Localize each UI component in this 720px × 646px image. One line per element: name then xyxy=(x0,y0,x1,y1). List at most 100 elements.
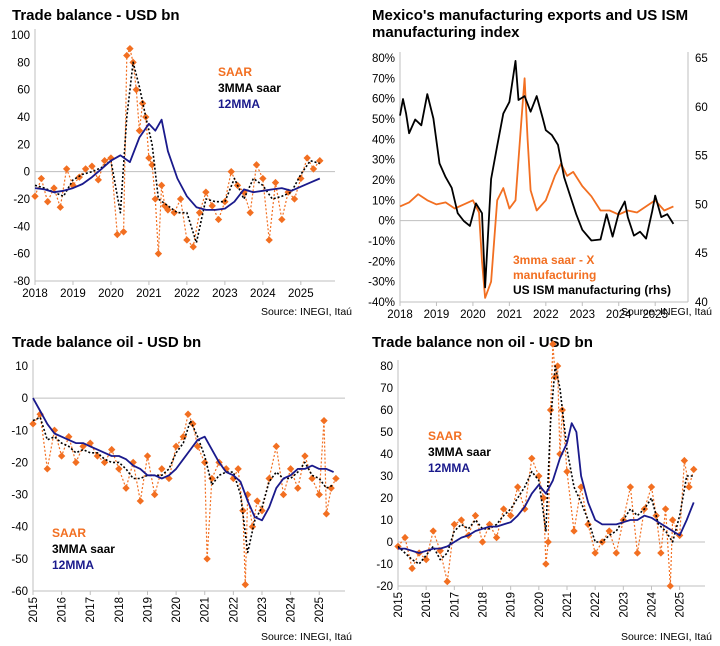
y-tick-label: 30% xyxy=(372,155,395,167)
data-point xyxy=(195,208,204,217)
data-point xyxy=(145,154,153,162)
y-tick-label: 0 xyxy=(387,537,393,549)
y-tick-label: 50% xyxy=(372,114,395,126)
data-point xyxy=(252,161,261,169)
source-note: Source: INEGI, Itaú xyxy=(621,631,712,643)
data-point xyxy=(202,188,210,196)
data-point xyxy=(506,511,515,520)
data-point xyxy=(115,465,123,473)
legend-label: SAAR xyxy=(52,526,86,540)
chart-title: Trade balance non oil - USD bn xyxy=(372,334,593,351)
legend-label: 3MMA saar xyxy=(428,445,491,459)
data-point xyxy=(322,510,331,518)
y-tick-label: 60% xyxy=(372,94,395,106)
x-tick-label: 2018 xyxy=(387,309,413,321)
source-note: Source: INEGI, Itaú xyxy=(621,306,712,318)
data-point xyxy=(278,215,286,224)
data-point xyxy=(62,165,71,173)
data-point xyxy=(546,406,555,414)
data-point xyxy=(271,178,280,187)
data-point xyxy=(668,516,677,524)
data-point xyxy=(272,442,280,451)
y2-tick-label: 40 xyxy=(695,297,708,309)
legend-label: 3MMA saar xyxy=(52,542,115,556)
chart-title: manufacturing index xyxy=(372,24,520,41)
y-tick-label: 50 xyxy=(380,427,393,439)
data-point xyxy=(570,527,578,535)
y-tick-label: -40% xyxy=(368,297,395,309)
y-tick-label: -40 xyxy=(13,221,30,233)
x-tick-label: 2025 xyxy=(642,309,668,321)
legend-label: 12MMA xyxy=(428,461,470,475)
data-point xyxy=(132,85,140,94)
data-point xyxy=(320,416,328,425)
y-tick-label: 40 xyxy=(380,449,393,461)
x-tick-label: 2020 xyxy=(460,309,486,321)
series-line xyxy=(398,422,695,554)
data-point xyxy=(309,165,318,173)
y-tick-label: 70 xyxy=(380,383,393,395)
data-point xyxy=(535,472,543,480)
data-point xyxy=(227,167,235,176)
x-tick-label: 2024 xyxy=(606,309,632,321)
data-point xyxy=(123,51,131,60)
y-tick-label: 10% xyxy=(372,195,395,207)
y-tick-label: 10 xyxy=(15,361,28,373)
y-tick-label: -60 xyxy=(11,586,28,598)
y-tick-label: 100 xyxy=(11,30,30,42)
data-point xyxy=(259,174,267,183)
data-point xyxy=(43,465,51,473)
data-point xyxy=(286,465,295,473)
data-point xyxy=(612,549,620,557)
chart-trade-balance-non-oil: Trade balance non oil - USD bn -20 -10 0 10 2… xyxy=(360,323,720,646)
y-tick-label: 10 xyxy=(380,515,393,527)
data-point xyxy=(450,520,459,529)
data-point xyxy=(666,582,674,590)
data-point xyxy=(661,505,670,513)
data-point xyxy=(294,484,302,492)
y2-tick-label: 45 xyxy=(695,248,708,260)
data-point xyxy=(150,490,159,499)
data-point xyxy=(401,533,409,542)
source-note: Source: INEGI, Itaú xyxy=(261,631,352,643)
data-point xyxy=(584,520,592,529)
data-point xyxy=(443,577,451,586)
chart-svg: Trade balance non oil - USD bn -20 -10 0 10 2… xyxy=(372,334,712,643)
data-point xyxy=(157,181,166,190)
data-point xyxy=(478,538,487,546)
x-tick-label: 2023 xyxy=(618,592,630,618)
data-point xyxy=(88,162,96,170)
y2-tick-label: 60 xyxy=(695,102,708,114)
legend-label: 12MMA xyxy=(218,97,260,111)
x-tick-label: 2024 xyxy=(286,596,298,622)
data-point xyxy=(303,154,311,162)
legend-label: 3mma saar - X xyxy=(513,253,594,267)
data-point xyxy=(203,555,211,563)
x-tick-label: 2017 xyxy=(449,592,461,618)
chart-title: Trade balance oil - USD bn xyxy=(12,334,201,351)
chart-trade-balance: Trade balance - USD bn -80 -60 -40 -20 0 20 40 6… xyxy=(0,0,360,323)
data-point xyxy=(429,527,437,535)
data-point xyxy=(315,490,323,499)
data-point xyxy=(93,452,102,460)
y-tick-label: 70% xyxy=(372,73,395,85)
series-line xyxy=(32,397,334,522)
y-tick-label: 40% xyxy=(372,134,395,146)
series-line xyxy=(34,48,321,255)
data-point xyxy=(208,202,216,210)
chart-svg: Trade balance oil - USD bn -60 -50 -40 -30 -2… xyxy=(11,334,352,643)
y-tick-label: -10% xyxy=(368,236,395,248)
data-point xyxy=(164,206,172,214)
y-tick-label: -10 xyxy=(376,559,393,571)
x-tick-label: 2017 xyxy=(85,597,97,623)
y2-tick-label: 65 xyxy=(695,53,708,65)
data-point xyxy=(94,176,102,184)
data-point xyxy=(201,458,209,467)
data-point xyxy=(279,490,288,499)
y-tick-label: -30% xyxy=(368,277,395,289)
y-tick-label: -40 xyxy=(11,522,28,534)
data-point xyxy=(31,192,39,200)
y-tick-label: -20 xyxy=(11,457,28,469)
y-tick-label: -10 xyxy=(11,425,28,437)
data-point xyxy=(308,474,316,483)
